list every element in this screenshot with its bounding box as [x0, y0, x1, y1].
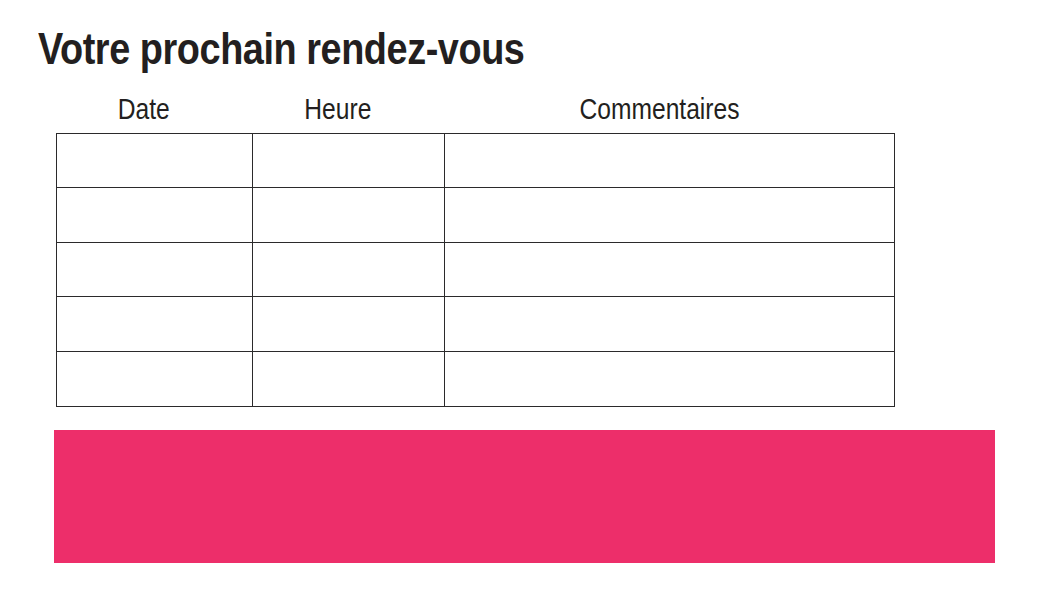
table-cell	[445, 188, 894, 242]
appointments-table	[56, 133, 895, 407]
table-header-row: Date Heure Commentaires	[46, 94, 885, 124]
table-cell	[445, 297, 894, 351]
table-cell	[57, 188, 253, 242]
table-cell	[445, 243, 894, 297]
table-cell	[253, 188, 445, 242]
table-cell	[57, 134, 253, 188]
table-cell	[253, 352, 445, 406]
table-cell	[253, 297, 445, 351]
pink-banner	[54, 430, 995, 563]
table-cell	[57, 243, 253, 297]
document-page: Votre prochain rendez-vous Date Heure Co…	[0, 0, 1050, 600]
column-header-commentaires: Commentaires	[434, 94, 885, 124]
table-cell	[253, 134, 445, 188]
column-header-heure: Heure	[242, 94, 434, 124]
table-cell	[445, 134, 894, 188]
table-cell	[253, 243, 445, 297]
table-cell	[445, 352, 894, 406]
table-cell	[57, 297, 253, 351]
page-title: Votre prochain rendez-vous	[38, 27, 524, 71]
column-header-date: Date	[46, 94, 242, 124]
table-cell	[57, 352, 253, 406]
